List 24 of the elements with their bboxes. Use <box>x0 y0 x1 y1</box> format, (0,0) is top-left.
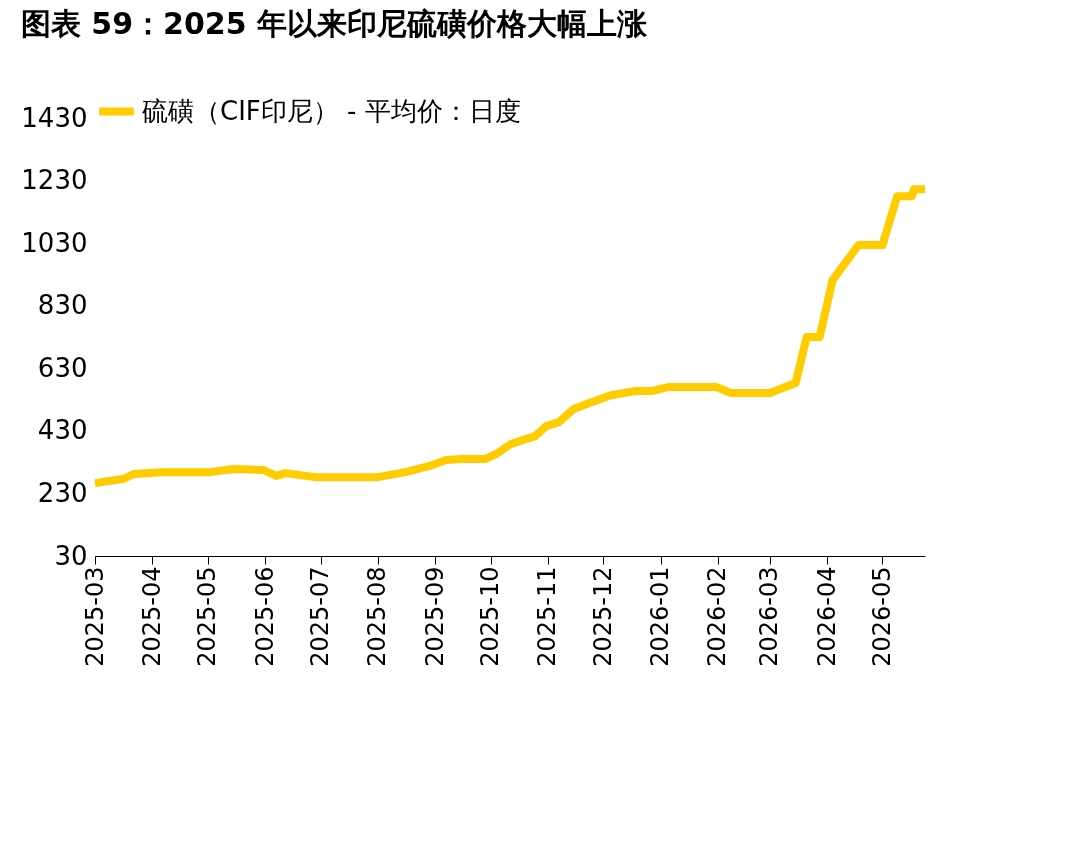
x-tick-label: 2025-03 <box>80 566 109 667</box>
y-tick-label: 430 <box>37 415 88 446</box>
y-tick-label: 630 <box>37 352 88 383</box>
x-tick-label: 2026-02 <box>703 566 732 667</box>
legend-label: 硫磺（CIF印尼） - 平均价：日度 <box>142 95 521 126</box>
chart-title: 图表 59：2025 年以来印尼硫磺价格大幅上涨 <box>20 6 648 41</box>
y-tick-label: 1430 <box>21 102 88 133</box>
y-tick-label: 830 <box>37 290 88 321</box>
x-tick-label: 2026-03 <box>755 566 784 667</box>
x-tick-label: 2025-05 <box>193 566 222 667</box>
y-tick-label: 1030 <box>21 227 88 258</box>
x-tick-label: 2026-01 <box>646 566 675 667</box>
x-tick-label: 2025-11 <box>533 566 562 667</box>
x-tick-label: 2025-08 <box>363 566 392 667</box>
y-tick-label: 230 <box>37 477 88 508</box>
x-tick-label: 2026-05 <box>867 566 896 667</box>
y-tick-label: 1230 <box>21 165 88 196</box>
x-tick-label: 2025-10 <box>476 566 505 667</box>
x-tick-label: 2025-12 <box>588 566 617 667</box>
x-tick-label: 2025-09 <box>420 566 449 667</box>
x-tick-label: 2026-04 <box>812 566 841 667</box>
x-tick-label: 2025-07 <box>306 566 335 667</box>
x-tick-label: 2025-06 <box>250 566 279 667</box>
x-tick-label: 2025-04 <box>137 566 166 667</box>
